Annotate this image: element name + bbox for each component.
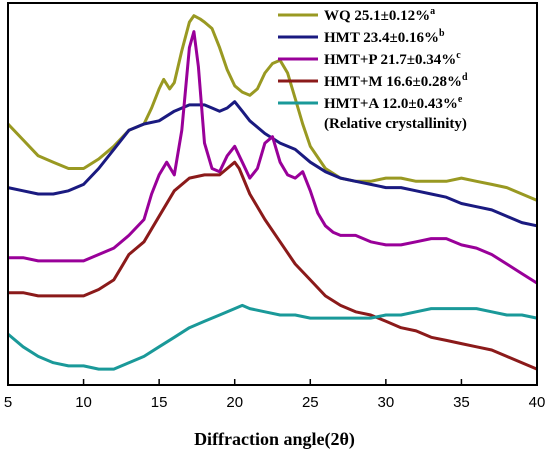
x-tick-label: 40 bbox=[529, 394, 546, 411]
x-axis-label: Diffraction angle(2θ) bbox=[194, 429, 355, 450]
x-tick-label: 15 bbox=[151, 394, 168, 411]
legend-entry: HMT+P 21.7±0.34%c bbox=[324, 50, 461, 68]
series-line-hmt-m bbox=[8, 162, 537, 369]
x-tick-label: 30 bbox=[378, 394, 395, 411]
x-ticks: 5 10 15 20 25 30 35 40 bbox=[4, 379, 546, 411]
x-tick-label: 20 bbox=[226, 394, 243, 411]
x-tick-label: 10 bbox=[75, 394, 92, 411]
series-line-hmt-a bbox=[8, 305, 537, 369]
legend-entry: WQ 25.1±0.12%a bbox=[324, 6, 435, 24]
series-line-hmt-p bbox=[8, 32, 537, 284]
x-tick-label: 25 bbox=[302, 394, 319, 411]
legend-entry: HMT+A 12.0±0.43%e bbox=[324, 94, 463, 112]
x-tick-label: 35 bbox=[453, 394, 470, 411]
legend: WQ 25.1±0.12%a HMT 23.4±0.16%b HMT+P 21.7±… bbox=[278, 6, 468, 132]
series-layer bbox=[8, 16, 537, 369]
x-tick-label: 5 bbox=[4, 394, 12, 411]
legend-entry: HMT+M 16.6±0.28%d bbox=[324, 72, 468, 90]
legend-entry: HMT 23.4±0.16%b bbox=[324, 28, 445, 46]
legend-note: (Relative crystallinity) bbox=[324, 116, 467, 132]
